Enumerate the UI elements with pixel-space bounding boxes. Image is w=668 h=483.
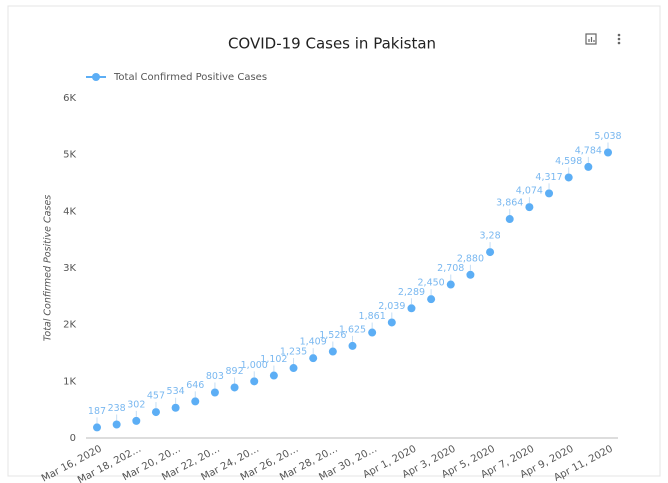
data-label: 2,708 [437, 263, 464, 274]
data-label: 3,28 [479, 231, 500, 242]
point [348, 341, 357, 350]
point [427, 295, 436, 304]
data-label: 1,000 [241, 360, 268, 371]
point [132, 416, 141, 425]
data-label: 187 [88, 406, 106, 417]
data-label: 2,289 [398, 287, 425, 298]
point [289, 364, 298, 373]
point [446, 280, 455, 289]
data-label: 1,861 [359, 311, 386, 322]
data-label: 1,625 [339, 324, 366, 335]
y-tick-label: 1K [63, 376, 76, 387]
point [387, 318, 396, 327]
point [466, 270, 475, 279]
data-label: 2,880 [457, 253, 484, 264]
data-label: 238 [108, 403, 126, 414]
point [309, 354, 318, 363]
point [230, 383, 239, 392]
legend-marker [92, 73, 100, 81]
y-tick-label: 2K [63, 320, 76, 331]
point [604, 148, 612, 157]
y-tick-label: 4K [63, 206, 76, 217]
data-label: 1,235 [280, 347, 307, 358]
point [210, 388, 219, 397]
chart-icon[interactable] [585, 33, 597, 45]
y-axis-label: Total Confirmed Positive Cases [43, 195, 54, 342]
y-tick-label: 3K [63, 263, 76, 274]
data-label: 5,038 [594, 131, 621, 142]
data-label: 302 [127, 399, 145, 410]
point [328, 347, 337, 356]
card [7, 5, 661, 477]
data-label: 4,784 [575, 145, 602, 156]
data-label: 1,526 [319, 330, 346, 341]
y-tick-label: 5K [63, 150, 76, 161]
point [545, 189, 554, 198]
point [171, 403, 180, 412]
y-tick-label: 0 [70, 433, 76, 444]
point [112, 420, 121, 429]
point [407, 304, 416, 313]
data-label: 2,039 [378, 301, 405, 312]
y-tick-label: 6K [63, 93, 76, 104]
point [505, 215, 514, 224]
point [269, 371, 278, 380]
data-label: 892 [226, 366, 244, 377]
data-label: 4,074 [516, 186, 543, 197]
point [368, 328, 377, 337]
data-label: 1,409 [300, 337, 327, 348]
point [191, 397, 200, 406]
data-label: 4,317 [535, 172, 562, 183]
chart-title: COVID-19 Cases in Pakistan [228, 35, 436, 53]
data-label: 646 [186, 380, 204, 391]
point [151, 408, 160, 417]
point [486, 248, 495, 257]
legend-label: Total Confirmed Positive Cases [113, 72, 267, 83]
data-label: 2,450 [418, 278, 445, 289]
point [584, 162, 593, 171]
data-label: 534 [167, 386, 185, 397]
point [250, 377, 259, 386]
point [525, 203, 534, 212]
data-label: 457 [147, 391, 165, 402]
data-label: 3,864 [496, 198, 523, 209]
point [93, 423, 101, 432]
data-label: 1,102 [260, 354, 287, 365]
data-label: 4,598 [555, 156, 582, 167]
data-label: 803 [206, 371, 224, 382]
menu-icon[interactable] [617, 33, 621, 45]
point [564, 173, 573, 182]
